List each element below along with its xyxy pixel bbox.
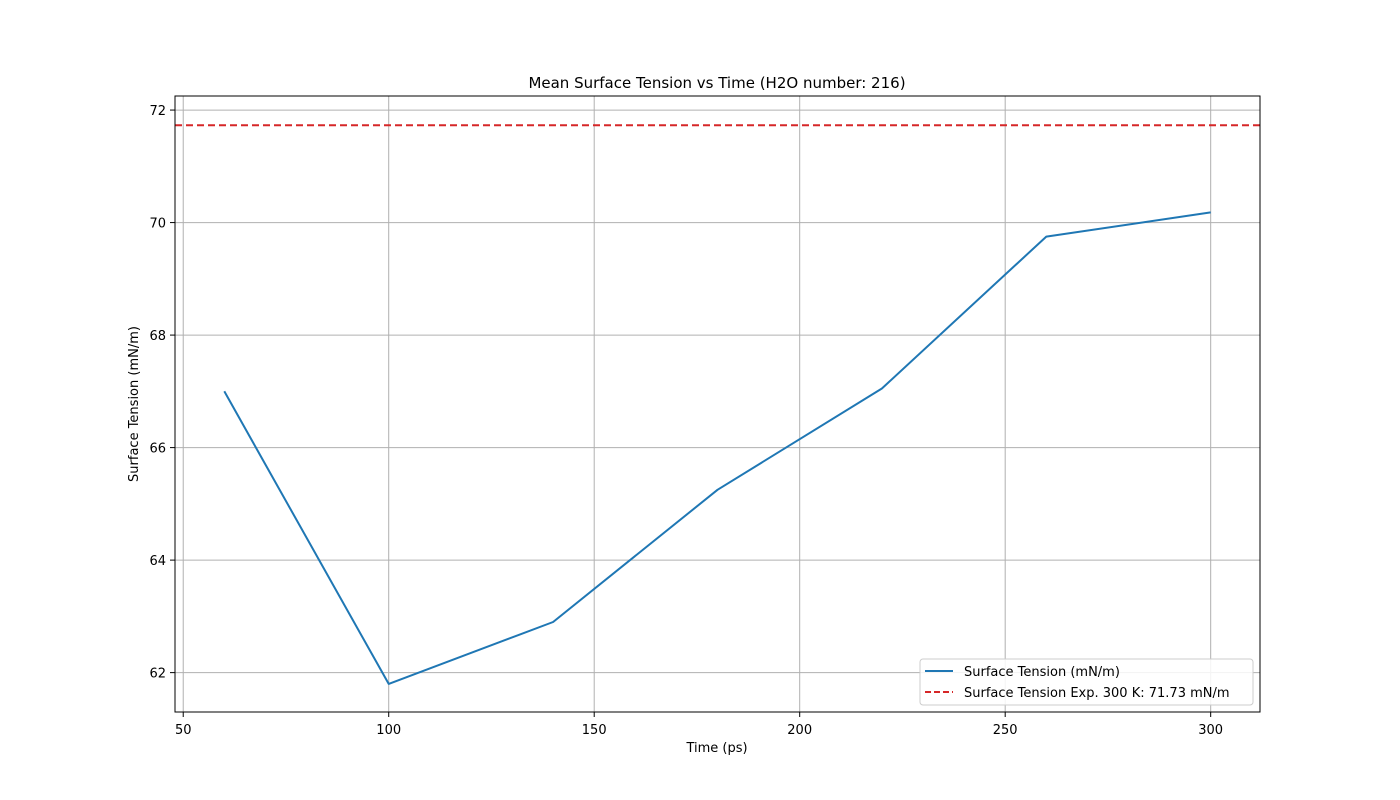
legend: Surface Tension (mN/m) Surface Tension E… <box>919 658 1254 706</box>
y-axis-label: Surface Tension (mN/m) <box>127 326 142 482</box>
legend-label-experimental-reference: Surface Tension Exp. 300 K: 71.73 mN/m <box>964 686 1230 701</box>
x-tick-label: 50 <box>175 723 192 738</box>
x-tick-label: 150 <box>582 723 607 738</box>
plot-frame <box>174 95 1261 713</box>
y-tick-label: 70 <box>149 217 166 232</box>
chart-title: Mean Surface Tension vs Time (H2O number… <box>528 74 905 92</box>
x-tick-label: 100 <box>376 723 401 738</box>
y-tick-label: 62 <box>149 667 166 682</box>
legend-box <box>919 658 1254 706</box>
y-axis-ticks: 62 64 66 68 70 72 <box>149 104 175 682</box>
y-tick-label: 64 <box>149 554 166 569</box>
y-tick-label: 72 <box>149 104 166 119</box>
x-tick-label: 200 <box>787 723 812 738</box>
y-tick-label: 66 <box>149 442 166 457</box>
data-series <box>223 211 1211 685</box>
x-axis-label: Time (ps) <box>685 741 747 756</box>
x-tick-label: 300 <box>1198 723 1223 738</box>
series-line-surface-tension <box>223 211 1211 685</box>
legend-label-surface-tension: Surface Tension (mN/m) <box>964 665 1120 680</box>
x-tick-label: 250 <box>993 723 1018 738</box>
x-axis-ticks: 50 100 150 200 250 300 <box>175 712 1223 738</box>
y-tick-label: 68 <box>149 329 166 344</box>
